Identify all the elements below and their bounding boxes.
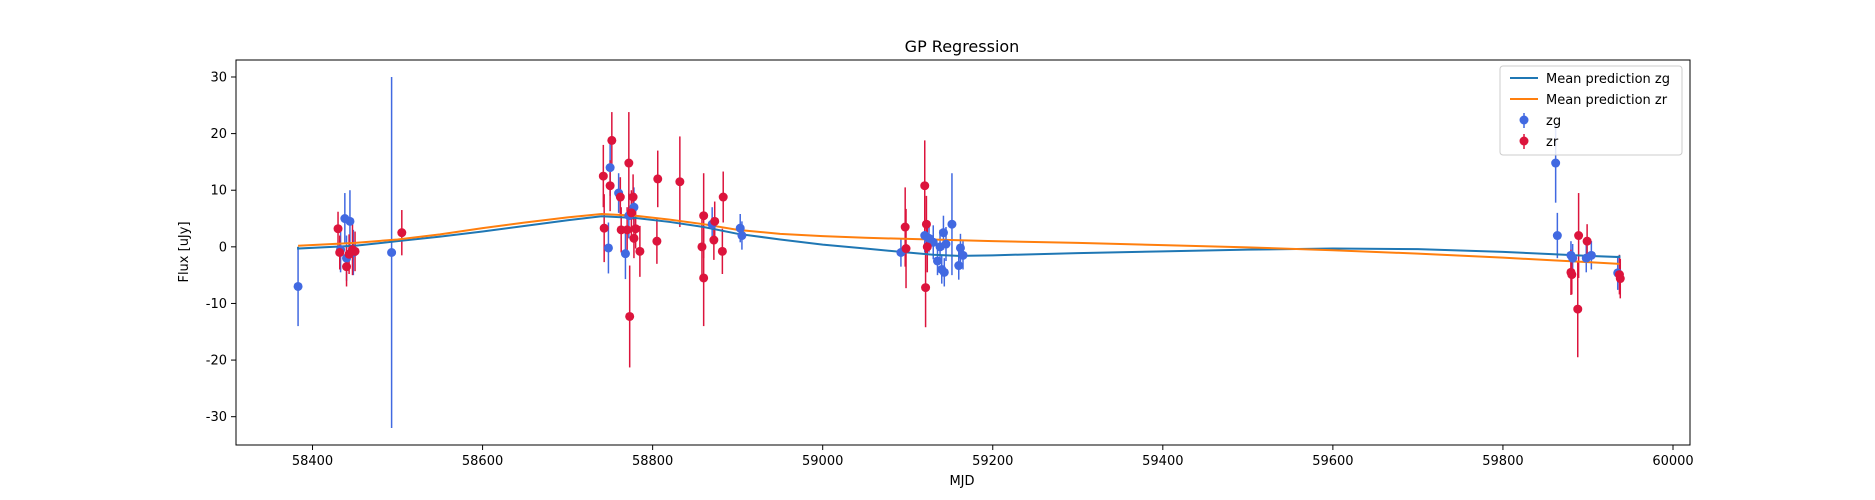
zr-data-point <box>709 235 719 245</box>
zr-data-point <box>1567 270 1577 280</box>
zr-data-point <box>622 225 632 235</box>
y-tick-label: -10 <box>206 297 227 312</box>
zg-data-point <box>605 163 615 173</box>
x-tick-label: 59200 <box>972 454 1013 469</box>
zg-data-point <box>947 219 957 229</box>
zg-data-point <box>737 231 747 241</box>
zr-data-point <box>901 244 911 254</box>
zr-data-point <box>652 236 662 246</box>
zr-data-point <box>626 208 636 218</box>
y-tick-label: 0 <box>219 240 227 255</box>
zr-data-point <box>710 216 720 226</box>
legend: Mean prediction zg Mean prediction zr zg… <box>1499 65 1683 156</box>
zr-data-point <box>629 233 639 243</box>
zr-data-point <box>615 192 625 202</box>
zg-data-point <box>293 281 303 291</box>
zr-data-point <box>1574 231 1584 241</box>
zr-data-point <box>653 174 663 184</box>
zr-data-point <box>342 262 352 272</box>
y-tick-label: -20 <box>206 354 227 369</box>
zg-data-point <box>938 228 948 238</box>
zr-data-point <box>697 242 707 252</box>
zg-data-point <box>1586 250 1596 260</box>
chart-title: GP Regression <box>905 37 1020 56</box>
zg-data-point <box>955 243 965 253</box>
zg-data-point <box>345 216 355 226</box>
x-tick-label: 60000 <box>1652 454 1693 469</box>
y-axis: -30 -20 -10 0 10 20 30 <box>206 70 236 425</box>
zg-data-point <box>954 261 964 271</box>
zg-data-point <box>1568 253 1578 263</box>
zr-data-point <box>335 248 345 257</box>
points-layer <box>293 135 1625 321</box>
x-axis-label: MJD <box>949 474 974 489</box>
zr-data-point <box>635 246 645 256</box>
x-tick-label: 59800 <box>1482 454 1523 469</box>
mean-prediction-zr-line <box>298 212 1620 265</box>
x-axis: 58400 58600 58800 59000 59200 59400 59600 59800… <box>292 445 1694 469</box>
mean-prediction-zg-line <box>297 215 1621 259</box>
zg-data-point <box>958 250 968 260</box>
y-tick-label: -30 <box>206 410 227 425</box>
zg-data-point <box>932 256 942 266</box>
zr-data-point <box>921 283 931 293</box>
legend-box <box>1499 65 1683 156</box>
zr-data-point <box>631 224 641 234</box>
y-tick-label: 30 <box>210 70 227 85</box>
zr-data-point <box>397 228 407 238</box>
zr-data-point <box>699 273 709 283</box>
zg-data-point <box>620 249 630 259</box>
legend-line-zr-label: Mean prediction zr <box>1546 93 1668 108</box>
zr-data-point <box>718 192 728 202</box>
zr-data-point <box>900 222 910 232</box>
zr-data-point <box>1615 274 1625 284</box>
x-tick-label: 58800 <box>632 454 673 469</box>
zr-data-point <box>625 311 635 321</box>
zg-data-point <box>941 239 951 249</box>
plot-area <box>293 76 1625 429</box>
zg-data-point <box>1551 158 1561 168</box>
x-tick-label: 58400 <box>292 454 333 469</box>
zg-data-point <box>735 223 745 233</box>
zr-data-point <box>717 246 727 256</box>
zr-data-point <box>1582 236 1592 246</box>
y-tick-label: 20 <box>210 127 227 142</box>
zr-data-point <box>628 192 638 202</box>
legend-zg-marker-swatch <box>1519 115 1529 125</box>
x-tick-label: 58600 <box>462 454 503 469</box>
zr-data-point <box>605 181 615 191</box>
y-tick-label: 10 <box>210 184 227 199</box>
legend-zg-label: zg <box>1546 114 1561 129</box>
zr-data-point <box>607 135 617 145</box>
legend-zr-marker-swatch <box>1519 136 1529 146</box>
x-tick-label: 59000 <box>802 454 843 469</box>
zr-data-point <box>333 224 343 234</box>
legend-zr-label: zr <box>1546 135 1559 150</box>
legend-line-zg-label: Mean prediction zg <box>1546 72 1670 87</box>
lines-layer <box>297 212 1621 265</box>
x-tick-label: 59600 <box>1312 454 1353 469</box>
y-axis-label: Flux [uJy] <box>177 221 192 282</box>
zr-data-point <box>598 171 608 181</box>
zg-data-point <box>939 267 949 277</box>
zr-data-point <box>624 158 634 168</box>
zr-data-point <box>699 211 709 221</box>
zg-data-point <box>603 243 613 253</box>
zg-data-point <box>387 248 397 257</box>
zr-data-point <box>920 181 930 191</box>
plot-frame <box>235 59 1691 446</box>
zr-data-point <box>922 242 932 252</box>
zr-data-point <box>599 223 609 233</box>
zr-data-point <box>675 177 685 187</box>
x-tick-label: 59400 <box>1142 454 1183 469</box>
zr-data-point <box>350 246 360 256</box>
zr-data-point <box>921 219 931 229</box>
zg-data-point <box>1552 231 1562 241</box>
zr-data-point <box>1573 304 1583 314</box>
